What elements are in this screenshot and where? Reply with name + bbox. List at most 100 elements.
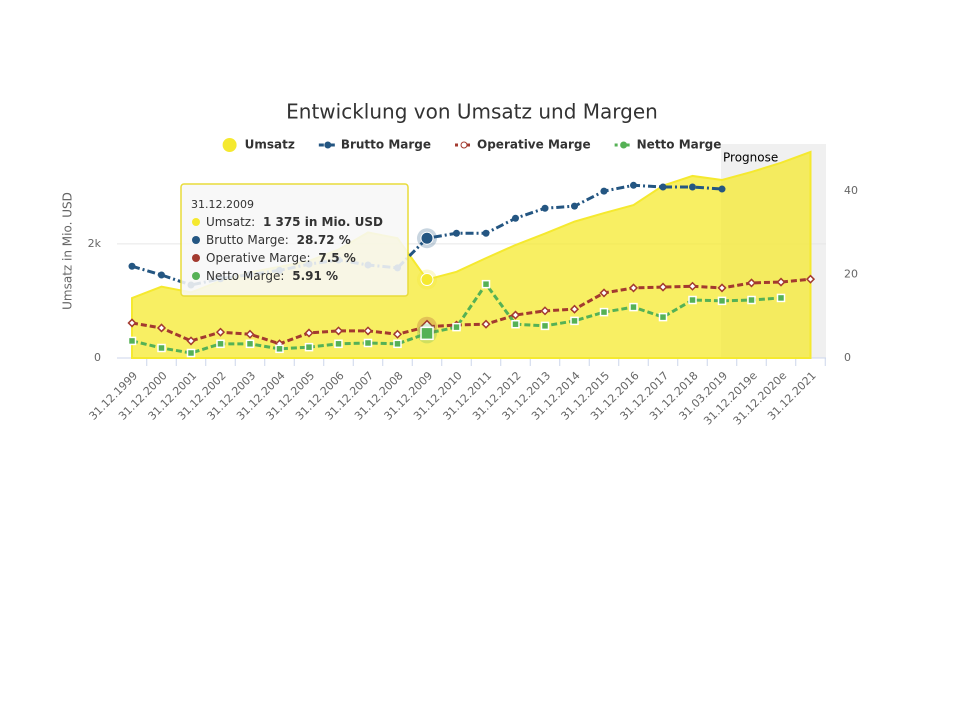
tooltip-label: Netto Marge:	[206, 269, 288, 283]
chart-title: Entwicklung von Umsatz und Margen	[286, 100, 658, 124]
marker	[304, 342, 314, 352]
y-tick-label: 0	[94, 351, 101, 364]
tooltip-row: Netto Marge: 5.91 %	[206, 269, 338, 283]
legend-label: Brutto Marge	[341, 138, 431, 152]
y2-tick-label: 0	[844, 351, 851, 364]
legend-item: Brutto Marge	[318, 138, 431, 152]
marker	[687, 281, 698, 291]
marker	[420, 326, 434, 341]
marker	[629, 302, 638, 312]
marker	[512, 214, 519, 222]
marker	[571, 202, 578, 210]
tooltip-dot	[192, 236, 200, 244]
tooltip-dot	[192, 254, 200, 262]
tooltip-label: Brutto Marge:	[206, 233, 293, 247]
legend-symbol	[324, 141, 332, 149]
marker	[420, 273, 434, 287]
marker	[540, 306, 550, 316]
marker	[569, 304, 580, 314]
marker	[628, 283, 639, 293]
legend-symbol	[222, 138, 237, 152]
marker	[334, 339, 343, 349]
marker	[245, 329, 255, 339]
y-axis-title: Umsatz in Mio. USD	[61, 192, 75, 310]
tooltip-dot	[192, 272, 200, 280]
legend-item: Netto Marge	[614, 138, 722, 152]
tooltip-row: Umsatz: 1 375 in Mio. USD	[206, 215, 383, 229]
marker	[600, 187, 608, 195]
tooltip-value: 28.72 %	[297, 233, 351, 247]
legend-label: Netto Marge	[637, 138, 722, 152]
marker	[570, 316, 579, 326]
marker	[659, 183, 667, 191]
marker	[717, 283, 727, 293]
y2-tick-label: 40	[844, 184, 858, 197]
tooltip-row: Operative Marge: 7.5 %	[206, 251, 356, 265]
marker	[453, 229, 460, 237]
marker	[689, 183, 696, 191]
marker	[510, 310, 521, 320]
marker	[127, 336, 137, 346]
marker	[805, 274, 816, 284]
marker	[420, 231, 434, 245]
tooltip: 31.12.2009 Umsatz: 1 375 in Mio. USD Brutt…	[180, 183, 409, 297]
marker	[333, 326, 344, 336]
legend-symbol	[460, 141, 468, 149]
legend: Umsatz Brutto Marge Operative Marge Netto M…	[222, 138, 722, 152]
marker	[186, 348, 196, 358]
marker	[157, 343, 166, 353]
marker	[541, 204, 549, 212]
marker	[688, 295, 697, 305]
marker	[156, 323, 167, 333]
marker	[363, 326, 373, 336]
tooltip-row: Brutto Marge: 28.72 %	[206, 233, 351, 247]
plot-band-label: Prognose	[723, 151, 778, 165]
marker	[245, 339, 255, 349]
y-tick-label: 2k	[88, 237, 102, 250]
line	[131, 277, 811, 346]
tooltip-label: Operative Marge:	[206, 251, 314, 265]
marker	[630, 181, 637, 189]
marker	[599, 307, 609, 317]
marker	[658, 282, 668, 292]
marker	[216, 339, 225, 349]
legend-item: Operative Marge	[455, 138, 591, 152]
marker	[599, 288, 609, 298]
marker	[481, 319, 491, 329]
marker	[215, 327, 226, 337]
marker	[392, 329, 403, 339]
marker	[363, 338, 373, 348]
marker	[511, 319, 520, 329]
marker	[776, 293, 786, 303]
marker	[393, 339, 402, 349]
marker	[540, 321, 550, 331]
tooltip-value: 7.5 %	[318, 251, 355, 265]
tooltip-value: 5.91 %	[292, 269, 338, 283]
tooltip-value: 1 375 in Mio. USD	[263, 215, 383, 229]
legend-symbol	[620, 141, 628, 149]
marker	[658, 312, 668, 322]
legend-label: Operative Marge	[477, 138, 591, 152]
marker	[275, 344, 284, 354]
marker	[482, 229, 490, 237]
marker	[127, 318, 137, 328]
marker	[452, 322, 461, 332]
tooltip-title: 31.12.2009	[191, 198, 254, 211]
tooltip-label: Umsatz:	[206, 215, 259, 229]
legend-item: Umsatz	[222, 138, 295, 152]
marker	[481, 279, 491, 289]
tooltip-dot	[192, 218, 200, 226]
marker	[747, 295, 756, 305]
tooltip-box	[180, 183, 409, 297]
y2-tick-label: 20	[844, 268, 858, 281]
marker	[746, 278, 757, 288]
marker	[718, 185, 726, 193]
marker	[776, 277, 786, 287]
line	[131, 281, 782, 355]
legend-label: Umsatz	[245, 138, 295, 152]
marker	[128, 262, 136, 270]
marker	[304, 328, 314, 338]
marker	[186, 336, 196, 346]
